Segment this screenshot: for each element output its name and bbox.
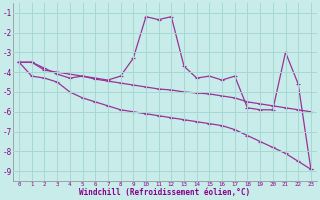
- X-axis label: Windchill (Refroidissement éolien,°C): Windchill (Refroidissement éolien,°C): [79, 188, 251, 197]
